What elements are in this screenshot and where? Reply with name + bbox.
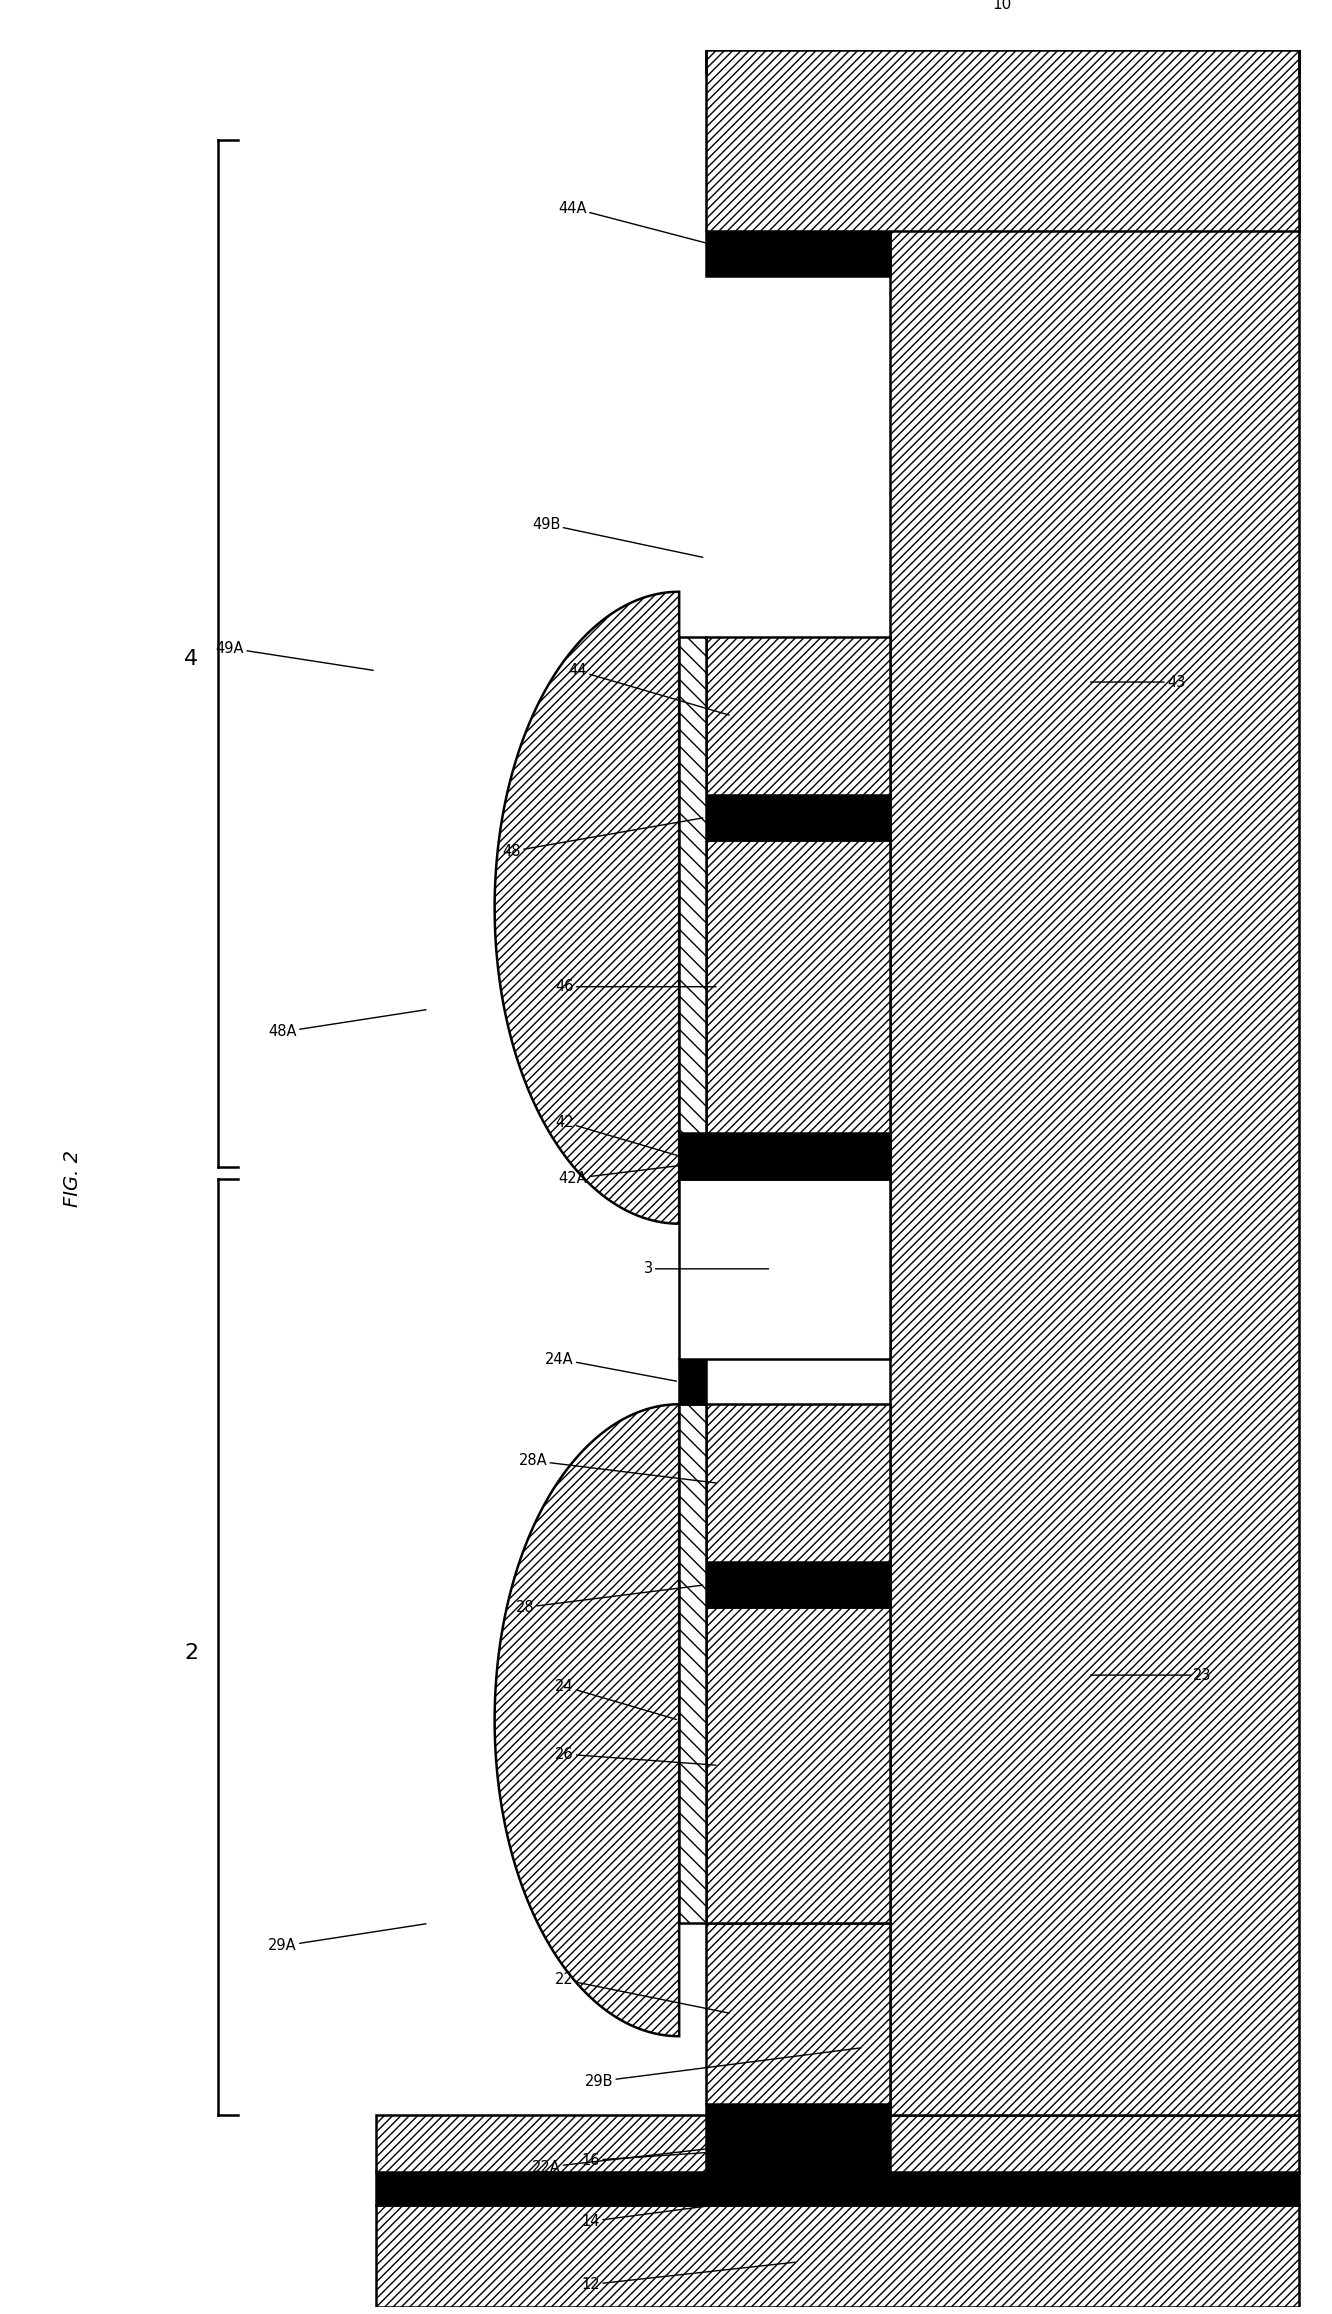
Polygon shape — [494, 1405, 679, 2036]
Text: 43: 43 — [1091, 676, 1185, 690]
Text: 49B: 49B — [533, 516, 703, 558]
Text: 10: 10 — [992, 0, 1012, 12]
Text: 42: 42 — [555, 1115, 677, 1155]
Bar — [706, 1562, 890, 1608]
Text: 3: 3 — [643, 1261, 769, 1277]
Polygon shape — [890, 1833, 982, 2150]
Text: 46: 46 — [555, 979, 715, 995]
Bar — [679, 1358, 706, 1405]
Bar — [706, 636, 890, 796]
Bar — [679, 1405, 706, 1923]
Polygon shape — [494, 592, 679, 1224]
Text: 22A: 22A — [531, 2145, 742, 2175]
Bar — [376, 2115, 1299, 2171]
Text: 29A: 29A — [268, 1923, 426, 1953]
Bar — [890, 51, 1299, 2115]
Text: 2: 2 — [184, 1643, 198, 1661]
Bar — [679, 636, 706, 1134]
Bar — [706, 2103, 890, 2171]
Text: 22: 22 — [555, 1972, 729, 2013]
Bar — [706, 796, 890, 840]
Text: 12: 12 — [582, 2263, 795, 2291]
Text: 4: 4 — [184, 650, 198, 669]
Bar — [706, 51, 1299, 231]
Bar — [706, 1923, 890, 2103]
Text: FIG. 2: FIG. 2 — [64, 1150, 83, 1208]
Text: 28: 28 — [515, 1585, 703, 1615]
Bar — [376, 2171, 1299, 2205]
Text: 24: 24 — [555, 1680, 677, 1719]
Bar — [706, 231, 890, 275]
Text: 42A: 42A — [558, 1157, 755, 1187]
Text: 14: 14 — [582, 2194, 795, 2228]
Bar — [706, 1608, 890, 1923]
Text: 26: 26 — [555, 1747, 717, 1766]
Text: 48A: 48A — [269, 1009, 426, 1039]
Text: 48: 48 — [502, 817, 703, 858]
Bar — [679, 1134, 890, 1178]
Text: 24A: 24A — [545, 1351, 677, 1381]
Bar — [376, 2205, 1299, 2307]
Text: 49A: 49A — [216, 641, 373, 671]
Text: 29B: 29B — [585, 2048, 860, 2090]
Bar — [706, 840, 890, 1134]
Text: 16: 16 — [582, 2150, 755, 2168]
Bar — [679, 1178, 890, 1358]
Polygon shape — [890, 750, 982, 1067]
Text: 44: 44 — [569, 664, 729, 715]
Text: 44A: 44A — [558, 201, 742, 252]
Text: 28A: 28A — [518, 1453, 717, 1483]
Bar — [706, 1405, 890, 1562]
Text: 23: 23 — [1091, 1668, 1212, 1682]
